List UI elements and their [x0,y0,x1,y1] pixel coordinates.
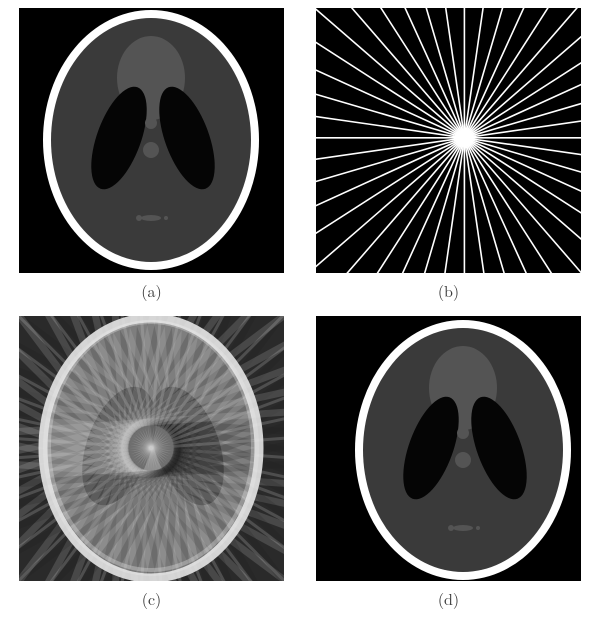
panel-b-caption: (b) [438,279,459,302]
panel-a: (a) [18,8,285,312]
panel-b: (b) [315,8,582,312]
panel-a-image [19,8,284,273]
panel-b-image [316,8,581,273]
panel-d-image [316,316,581,581]
panel-c: (c) [18,316,285,620]
panel-c-image [19,316,284,581]
panel-d-caption: (d) [438,587,459,610]
panel-c-caption: (c) [142,587,162,610]
panel-d: (d) [315,316,582,620]
figure-grid: (a) (b) (c) (d) [18,8,582,628]
panel-a-caption: (a) [141,279,161,302]
